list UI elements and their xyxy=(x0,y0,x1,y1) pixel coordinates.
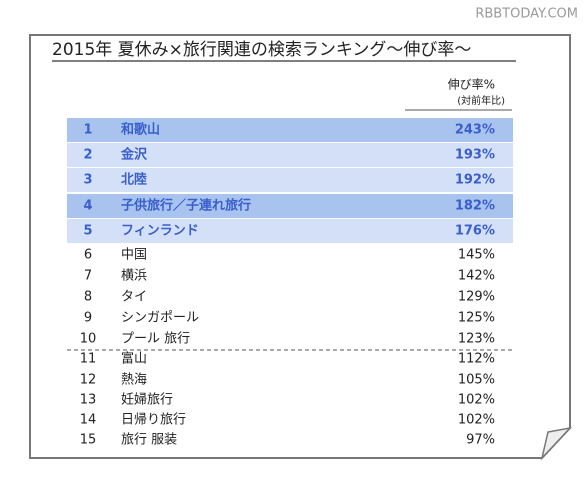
rank: 7 xyxy=(84,269,92,284)
rank: 2 xyxy=(83,148,92,163)
growth: 193% xyxy=(455,148,495,163)
keyword: プール 旅行 xyxy=(121,332,190,347)
row-highlight xyxy=(67,194,513,218)
keyword: 子供旅行／子連れ旅行 xyxy=(121,198,251,214)
growth: 102% xyxy=(458,413,495,428)
row-highlight xyxy=(67,143,513,167)
keyword: シンガポール xyxy=(121,311,199,326)
title: 2015年 夏休み×旅行関連の検索ランキング～伸び率～ xyxy=(52,40,471,60)
rank: 13 xyxy=(80,393,97,408)
keyword: 富山 xyxy=(121,351,147,367)
keyword: 熱海 xyxy=(121,373,147,388)
rank: 3 xyxy=(83,173,92,188)
growth-header: 伸び率% xyxy=(448,77,495,92)
row-highlight xyxy=(67,118,513,142)
ranking-table: 1 和歌山 243% 2 金沢 193% 3 北陸 192% 4 子供旅行／子連れ旅行 182% 5 フィ… xyxy=(67,118,513,448)
row-highlight xyxy=(67,168,513,192)
keyword: 金沢 xyxy=(120,147,148,163)
growth: 125% xyxy=(458,311,495,326)
rank: 15 xyxy=(80,433,97,448)
rank: 1 xyxy=(83,123,92,138)
rank: 12 xyxy=(80,373,97,388)
growth: 176% xyxy=(455,224,495,239)
rank: 6 xyxy=(84,248,92,263)
rank: 9 xyxy=(84,311,92,326)
rank: 11 xyxy=(80,352,97,367)
keyword: 妊婦旅行 xyxy=(121,392,173,408)
rank: 4 xyxy=(83,199,92,214)
row-highlight xyxy=(67,219,513,243)
growth: 97% xyxy=(466,433,495,448)
growth: 192% xyxy=(455,173,495,188)
paper-fold xyxy=(540,426,573,461)
growth: 182% xyxy=(455,199,495,214)
growth: 243% xyxy=(455,123,495,138)
rank: 10 xyxy=(80,332,97,347)
keyword: 北陸 xyxy=(121,172,147,188)
keyword: タイ xyxy=(121,290,147,305)
rank: 5 xyxy=(83,224,92,239)
growth: 123% xyxy=(458,332,495,347)
keyword: フィンランド xyxy=(121,224,199,239)
growth: 145% xyxy=(458,248,495,263)
growth: 105% xyxy=(458,373,495,388)
growth: 112% xyxy=(458,352,495,367)
keyword: 中国 xyxy=(121,248,147,263)
rank: 14 xyxy=(80,413,97,428)
watermark: RBBTODAY.COM xyxy=(475,7,578,22)
keyword: 和歌山 xyxy=(121,122,160,138)
rank: 8 xyxy=(84,290,92,305)
growth: 102% xyxy=(458,393,495,408)
keyword: 日帰り旅行 xyxy=(121,412,186,428)
growth: 142% xyxy=(458,269,495,284)
growth-note: (対前年比) xyxy=(457,94,505,107)
keyword: 横浜 xyxy=(121,269,147,284)
keyword: 旅行 服装 xyxy=(121,433,177,448)
growth: 129% xyxy=(458,290,495,305)
